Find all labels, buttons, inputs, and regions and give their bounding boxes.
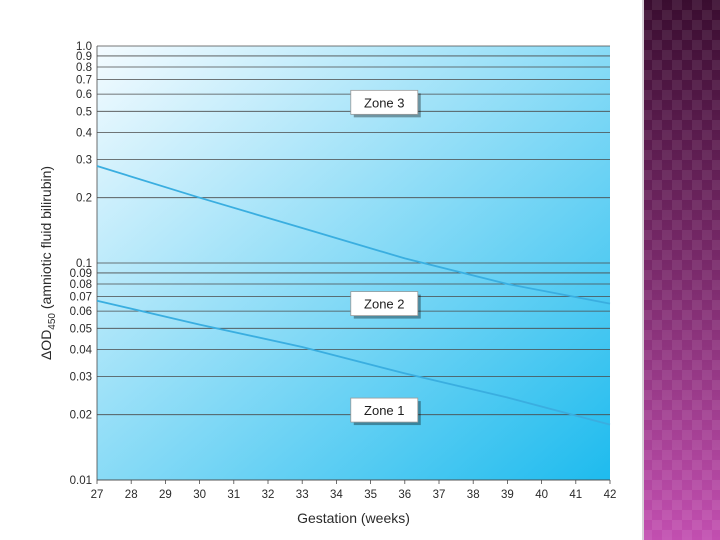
y-tick-label: 0.06 [70,306,92,318]
x-tick-label: 27 [91,489,104,501]
y-tick-label: 0.05 [70,323,92,335]
zone-label-bg [350,89,419,115]
zone-label-box: Zone 3 [350,89,421,118]
y-tick-label: 0.07 [70,292,92,304]
x-tick-label: 29 [159,489,172,501]
x-tick-label: 38 [467,489,480,501]
y-tick-label: 0.8 [76,62,92,74]
side-decorative-panel [642,0,720,540]
y-tick-label: 1.0 [76,41,92,53]
x-tick-labels: 27 28 29 30 31 32 33 34 35 36 37 38 39 40 41 42 [91,489,617,501]
series [96,165,611,426]
zone-label-text: Zone 1 [364,403,404,418]
x-tick-label: 39 [501,489,514,501]
y-tick-label: 0.02 [70,410,92,422]
zone-label-text: Zone 2 [364,297,404,312]
zone-label-box: Zone 1 [350,397,421,426]
side-divider [642,0,644,540]
y-tick-labels: 1.00.90.80.70.60.50.40.30.20.10.090.080.… [70,41,93,487]
y-tick-label: 0.1 [76,258,92,270]
y-tick-label: 0.01 [70,475,92,487]
y-axis-label: ΔOD450 (amniotic fluid bilirubin) [38,166,58,360]
y-tick-label: 0.09 [70,268,92,280]
y-tick-label: 0.2 [76,193,92,205]
x-tick-label: 34 [330,489,343,501]
x-tick-label: 33 [296,489,309,501]
x-tick-label: 32 [262,489,275,501]
y-axis-label-subscript: 450 [47,313,58,330]
y-tick-label: 0.5 [76,106,92,118]
x-tick-label: 40 [535,489,548,501]
x-tick-label: 37 [433,489,446,501]
y-tick-label: 0.9 [76,51,92,63]
y-axis-label-main: OD [38,330,54,351]
x-tick-label: 28 [125,489,138,501]
zone-label-bg [350,291,419,316]
zone-label-text: Zone 3 [364,95,404,110]
x-tick-label: 41 [569,489,582,501]
y-tick-label: 0.04 [70,344,93,356]
y-tick-label: 0.6 [76,89,92,101]
y-tick-label: 0.3 [76,154,92,166]
series-line-1 [96,165,611,305]
x-axis-label: Gestation (weeks) [297,510,410,526]
grid [96,45,611,484]
y-tick-label: 0.08 [70,279,92,291]
zone-label-box: Zone 2 [350,291,421,319]
y-tick-label: 0.4 [76,127,93,139]
x-tick-label: 30 [193,489,206,501]
y-tick-label: 0.03 [70,371,92,383]
x-tick-label: 36 [398,489,411,501]
y-tick-label: 0.7 [76,75,92,87]
x-tick-label: 31 [227,489,240,501]
y-axis-label-suffix: (amniotic fluid bilirubin) [38,166,54,313]
y-axis-label-delta: Δ [38,351,54,360]
zone-annotations: Zone 3 Zone 2 Zone 1 [350,89,421,426]
x-tick-label: 35 [364,489,377,501]
x-tick-label: 42 [604,489,617,501]
zone-label-bg [350,397,419,423]
series-line-2 [96,299,611,426]
